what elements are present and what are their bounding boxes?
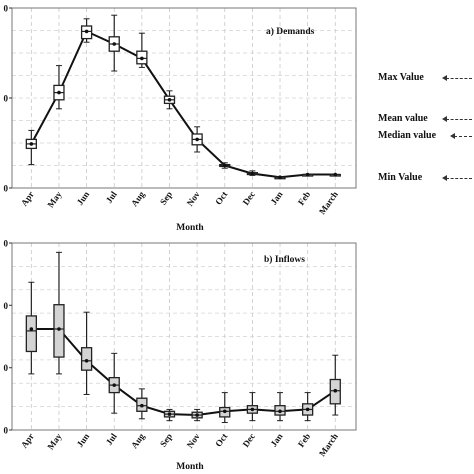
legend-median-label: Median value [378, 130, 437, 141]
mean-point [112, 383, 117, 387]
legend-mean-label: Mean value [378, 113, 428, 124]
legend-median-arrow [450, 133, 472, 139]
x-tick-label: Sep [158, 431, 174, 448]
mean-point [57, 90, 61, 95]
mean-point [195, 137, 199, 142]
x-tick-label: Apr [19, 431, 36, 449]
y-tick-label: 0 [4, 94, 9, 104]
x-axis-label: Month [176, 223, 204, 233]
x-tick-label: Oct [213, 431, 229, 448]
plot-frame [11, 242, 357, 431]
legend-min-arrow [442, 175, 472, 181]
box-jan [274, 175, 286, 180]
legend-max-label: Max Value [378, 72, 424, 83]
box-may [53, 251, 65, 375]
box-dec [246, 170, 259, 176]
box-aug [136, 32, 148, 68]
x-tick-label: May [45, 189, 64, 209]
legend-max-arrow [442, 75, 472, 81]
x-tick-label: Nov [185, 431, 202, 450]
box-jul [108, 352, 120, 414]
box-oct [219, 392, 231, 424]
iqr-box [53, 304, 65, 358]
x-tick-label: March [317, 431, 340, 458]
x-tick-label: Jul [104, 189, 119, 205]
box-apr [25, 281, 37, 375]
box-oct [219, 162, 231, 169]
box-feb [301, 392, 314, 422]
box-nov [191, 408, 203, 422]
mean-point [84, 359, 89, 363]
box-march [329, 172, 341, 177]
box-feb [301, 172, 314, 177]
panel-inflows: 0 0 0 0 Apr May Jun Jul Aug Sep Nov Oct Dec Jan Feb Mar… [4, 239, 357, 472]
mean-point [29, 327, 34, 331]
y-tick-label: 0 [4, 4, 9, 14]
mean-point [305, 407, 310, 412]
mean-point [222, 409, 227, 414]
legend-mean-arrow [442, 116, 472, 122]
x-tick-label: March [317, 189, 340, 216]
legend-min-label: Min Value [378, 172, 423, 183]
mean-point [278, 409, 282, 414]
mean-point [167, 98, 172, 102]
panel-demands: 0 0 0 Apr May Jun Jul Aug Sep Nov Oct Dec Jan Feb Marc… [4, 4, 357, 233]
box-jun [80, 311, 93, 395]
mean-point [57, 327, 61, 331]
x-tick-label: Feb [296, 189, 313, 207]
x-tick-label: Feb [296, 431, 313, 449]
box-sep [163, 90, 176, 110]
x-tick-label: Apr [19, 189, 36, 207]
mean-point [195, 413, 199, 417]
panel-title: a) Demands [266, 26, 315, 37]
mean-point [333, 172, 338, 177]
iqr-box [25, 315, 37, 353]
box-march [329, 354, 341, 416]
box-jun [80, 18, 93, 43]
box-dec [246, 392, 259, 422]
mean-point [250, 171, 255, 176]
x-tick-label: Jul [104, 431, 119, 447]
mean-series-line [31, 328, 336, 417]
x-axis-label: Month [176, 462, 204, 472]
iqr-box [80, 347, 93, 371]
x-tick-label: Dec [241, 189, 258, 207]
x-tick-label: Oct [213, 189, 229, 206]
y-tick-label: 0 [4, 301, 9, 311]
box-jan [274, 392, 286, 422]
y-tick-label: 0 [4, 363, 9, 373]
y-tick-label: 0 [4, 184, 9, 194]
x-tick-label: Nov [185, 189, 202, 208]
x-tick-label: Sep [158, 189, 174, 206]
box-sep [163, 408, 176, 422]
x-tick-label: Jun [75, 189, 92, 207]
y-tick-label: 0 [4, 426, 9, 436]
x-tick-label: Aug [129, 189, 147, 208]
box-jul [108, 14, 120, 72]
x-tick-label: May [45, 431, 64, 451]
mean-point [333, 388, 338, 393]
mean-point [84, 29, 89, 34]
x-tick-label: Jun [75, 431, 92, 449]
mean-point [278, 175, 282, 179]
x-tick-label: Jan [268, 189, 284, 206]
x-tick-label: Dec [241, 431, 258, 449]
mean-point [167, 412, 172, 416]
mean-point [29, 142, 34, 146]
mean-point [222, 163, 227, 168]
mean-point [112, 42, 117, 46]
x-tick-label: Aug [129, 431, 147, 450]
mean-point [305, 172, 310, 177]
mean-point [250, 407, 255, 412]
y-tick-label: 0 [4, 239, 9, 249]
box-apr [25, 129, 37, 166]
mean-point [140, 56, 144, 61]
box-nov [191, 126, 203, 153]
mean-point [140, 403, 144, 408]
x-tick-label: Jan [268, 431, 284, 448]
box-aug [136, 388, 148, 420]
panel-title: b) Inflows [264, 254, 305, 265]
box-may [53, 65, 65, 110]
